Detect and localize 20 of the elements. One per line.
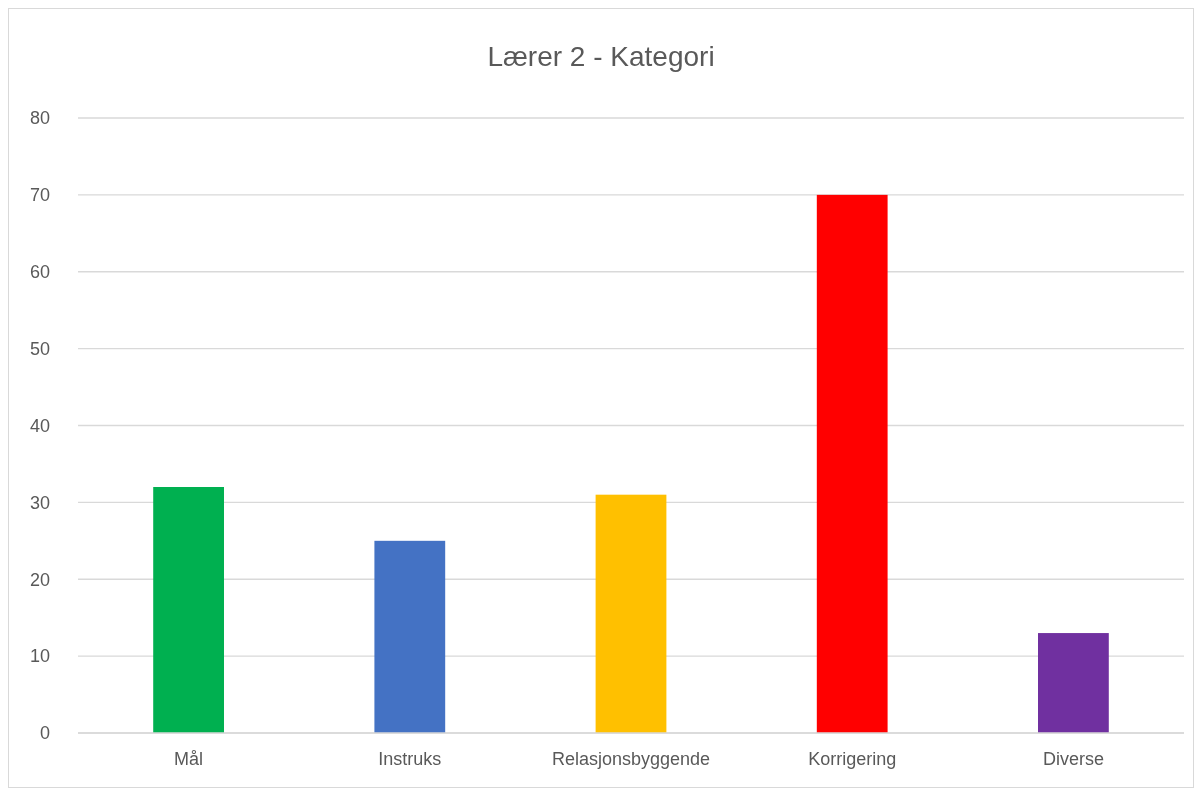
bar (1038, 633, 1109, 733)
y-tick-label: 40 (29, 415, 50, 436)
y-tick-label: 60 (29, 262, 50, 283)
x-tick-label: Mål (174, 749, 204, 769)
y-tick-label: 10 (29, 646, 50, 667)
x-tick-label: Instruks (378, 749, 442, 769)
y-tick-label: 30 (29, 492, 50, 513)
y-tick-label: 50 (29, 338, 50, 359)
y-tick-label: 20 (29, 569, 50, 590)
y-tick-label: 70 (29, 185, 50, 206)
bar (153, 487, 224, 733)
bar (595, 494, 667, 733)
y-tick-label: 0 (39, 723, 50, 744)
bar (374, 540, 446, 733)
x-tick-label: Diverse (1042, 749, 1104, 769)
bar (816, 194, 888, 733)
x-tick-label: Korrigering (808, 749, 897, 769)
y-tick-label: 80 (29, 108, 50, 129)
x-tick-label: Relasjonsbyggende (551, 749, 711, 769)
chart-title: Lærer 2 - Kategori (487, 41, 715, 72)
